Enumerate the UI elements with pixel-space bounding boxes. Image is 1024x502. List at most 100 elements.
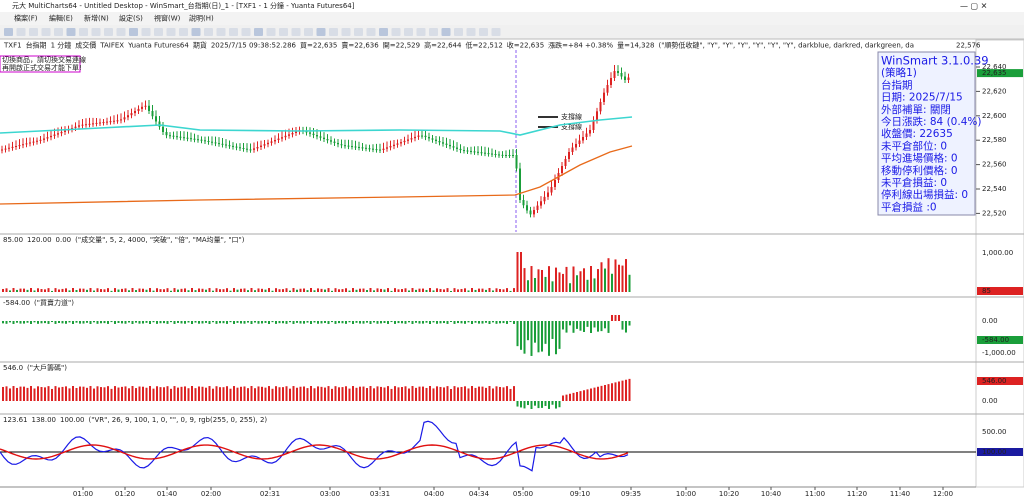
toolbar-button[interactable] <box>316 28 326 36</box>
menu-item[interactable]: 編輯(E) <box>49 14 73 23</box>
menu-item[interactable]: 設定(S) <box>119 14 143 23</box>
candle-body <box>344 145 346 147</box>
window-controls[interactable]: — ▢ ✕ <box>960 2 987 11</box>
toolbar-button[interactable] <box>416 28 426 36</box>
toolbar-button[interactable] <box>104 28 113 36</box>
toolbar-button[interactable] <box>279 28 288 36</box>
time-label: 02:31 <box>260 490 280 498</box>
volume-bar <box>184 288 186 292</box>
candle-body <box>491 153 493 155</box>
panel-header: 85.00 <box>3 236 23 244</box>
toolbar-button[interactable] <box>429 28 438 36</box>
power-bar <box>142 321 144 324</box>
power-bar <box>387 321 389 324</box>
holder-bar <box>604 385 606 401</box>
toolbar-button[interactable] <box>229 28 238 36</box>
menu-item[interactable]: 視窗(W) <box>154 14 181 23</box>
price-tick-label: 22,640 <box>982 63 1007 71</box>
volume-bar <box>446 288 449 292</box>
toolbar-button[interactable] <box>129 28 138 36</box>
toolbar-button[interactable] <box>391 28 401 36</box>
power-bar <box>110 321 113 323</box>
toolbar-button[interactable] <box>454 28 463 36</box>
menu-item[interactable]: 新增(N) <box>84 14 109 23</box>
candle-body <box>85 124 87 126</box>
volume-bar <box>177 289 179 292</box>
volume-bar <box>268 288 270 292</box>
toolbar-button[interactable] <box>291 28 301 36</box>
toolbar-button[interactable] <box>329 28 338 36</box>
candle-body <box>186 137 189 139</box>
volume-bar <box>16 289 18 292</box>
toolbar-button[interactable] <box>216 28 226 36</box>
time-label: 11:20 <box>847 490 867 498</box>
toolbar-button[interactable] <box>79 28 88 36</box>
candle-body <box>610 78 612 85</box>
toolbar-button[interactable] <box>141 28 151 36</box>
toolbar-button[interactable] <box>16 28 26 36</box>
toolbar-button[interactable] <box>166 28 176 36</box>
candle-body <box>333 141 336 143</box>
holder-bar <box>117 387 120 401</box>
candle-body <box>102 122 105 124</box>
candle-body <box>550 187 553 193</box>
volume-bar <box>415 289 417 292</box>
header-ask: 賣=22,636 <box>341 41 379 50</box>
toolbar-button[interactable] <box>491 28 501 36</box>
toolbar-button[interactable] <box>204 28 213 36</box>
candle-body <box>505 155 507 156</box>
volume-bar <box>411 288 414 292</box>
candle-body <box>449 144 451 147</box>
toolbar-button[interactable] <box>366 28 376 36</box>
toolbar-button[interactable] <box>116 28 126 36</box>
power-bar <box>121 321 123 324</box>
candle-body <box>596 111 598 121</box>
toolbar-button[interactable] <box>191 28 201 36</box>
toolbar-button[interactable] <box>341 28 351 36</box>
info-line: 外部補單: 關閉 <box>881 103 951 116</box>
time-label: 03:00 <box>320 490 340 498</box>
toolbar-button[interactable] <box>479 28 488 36</box>
candle-body <box>172 135 175 137</box>
volume-bar <box>509 290 512 292</box>
volume-bar <box>9 290 11 292</box>
volume-bar <box>331 290 333 292</box>
toolbar-button[interactable] <box>66 28 76 36</box>
power-bar <box>12 321 15 324</box>
power-bar <box>450 321 452 323</box>
info-line: 停利線出場損益: 0 <box>881 188 968 201</box>
candle-body <box>284 135 287 138</box>
toolbar-button[interactable] <box>404 28 413 36</box>
menu-item[interactable]: 檔案(F) <box>14 14 38 23</box>
candle-body <box>190 138 192 140</box>
toolbar-button[interactable] <box>241 28 251 36</box>
toolbar-button[interactable] <box>466 28 476 36</box>
toolbar-button[interactable] <box>4 28 13 36</box>
holder-bar <box>58 387 60 401</box>
menu-item[interactable]: 說明(H) <box>189 14 214 23</box>
toolbar-button[interactable] <box>179 28 188 36</box>
volume-bar <box>593 278 596 292</box>
toolbar-button[interactable] <box>379 28 388 36</box>
holder-bar <box>523 401 526 409</box>
toolbar-button[interactable] <box>441 28 451 36</box>
toolbar-button[interactable] <box>304 28 313 36</box>
candle-body <box>368 148 371 150</box>
toolbar-button[interactable] <box>354 28 363 36</box>
toolbar-button[interactable] <box>29 28 38 36</box>
toolbar-button[interactable] <box>54 28 63 36</box>
toolbar-button[interactable] <box>41 28 51 36</box>
toolbar-button[interactable] <box>266 28 276 36</box>
power-bar <box>464 321 466 324</box>
volume-bar <box>600 262 603 292</box>
holder-bar <box>124 386 127 401</box>
toolbar-button[interactable] <box>91 28 101 36</box>
volume-bar <box>103 289 106 292</box>
holder-bar <box>383 387 386 401</box>
holder-bar <box>520 401 522 408</box>
toolbar-button[interactable] <box>154 28 163 36</box>
toolbar-button[interactable] <box>254 28 263 36</box>
note: 切換商品，請切換交易連線 <box>2 55 86 64</box>
power-bar <box>243 321 246 324</box>
